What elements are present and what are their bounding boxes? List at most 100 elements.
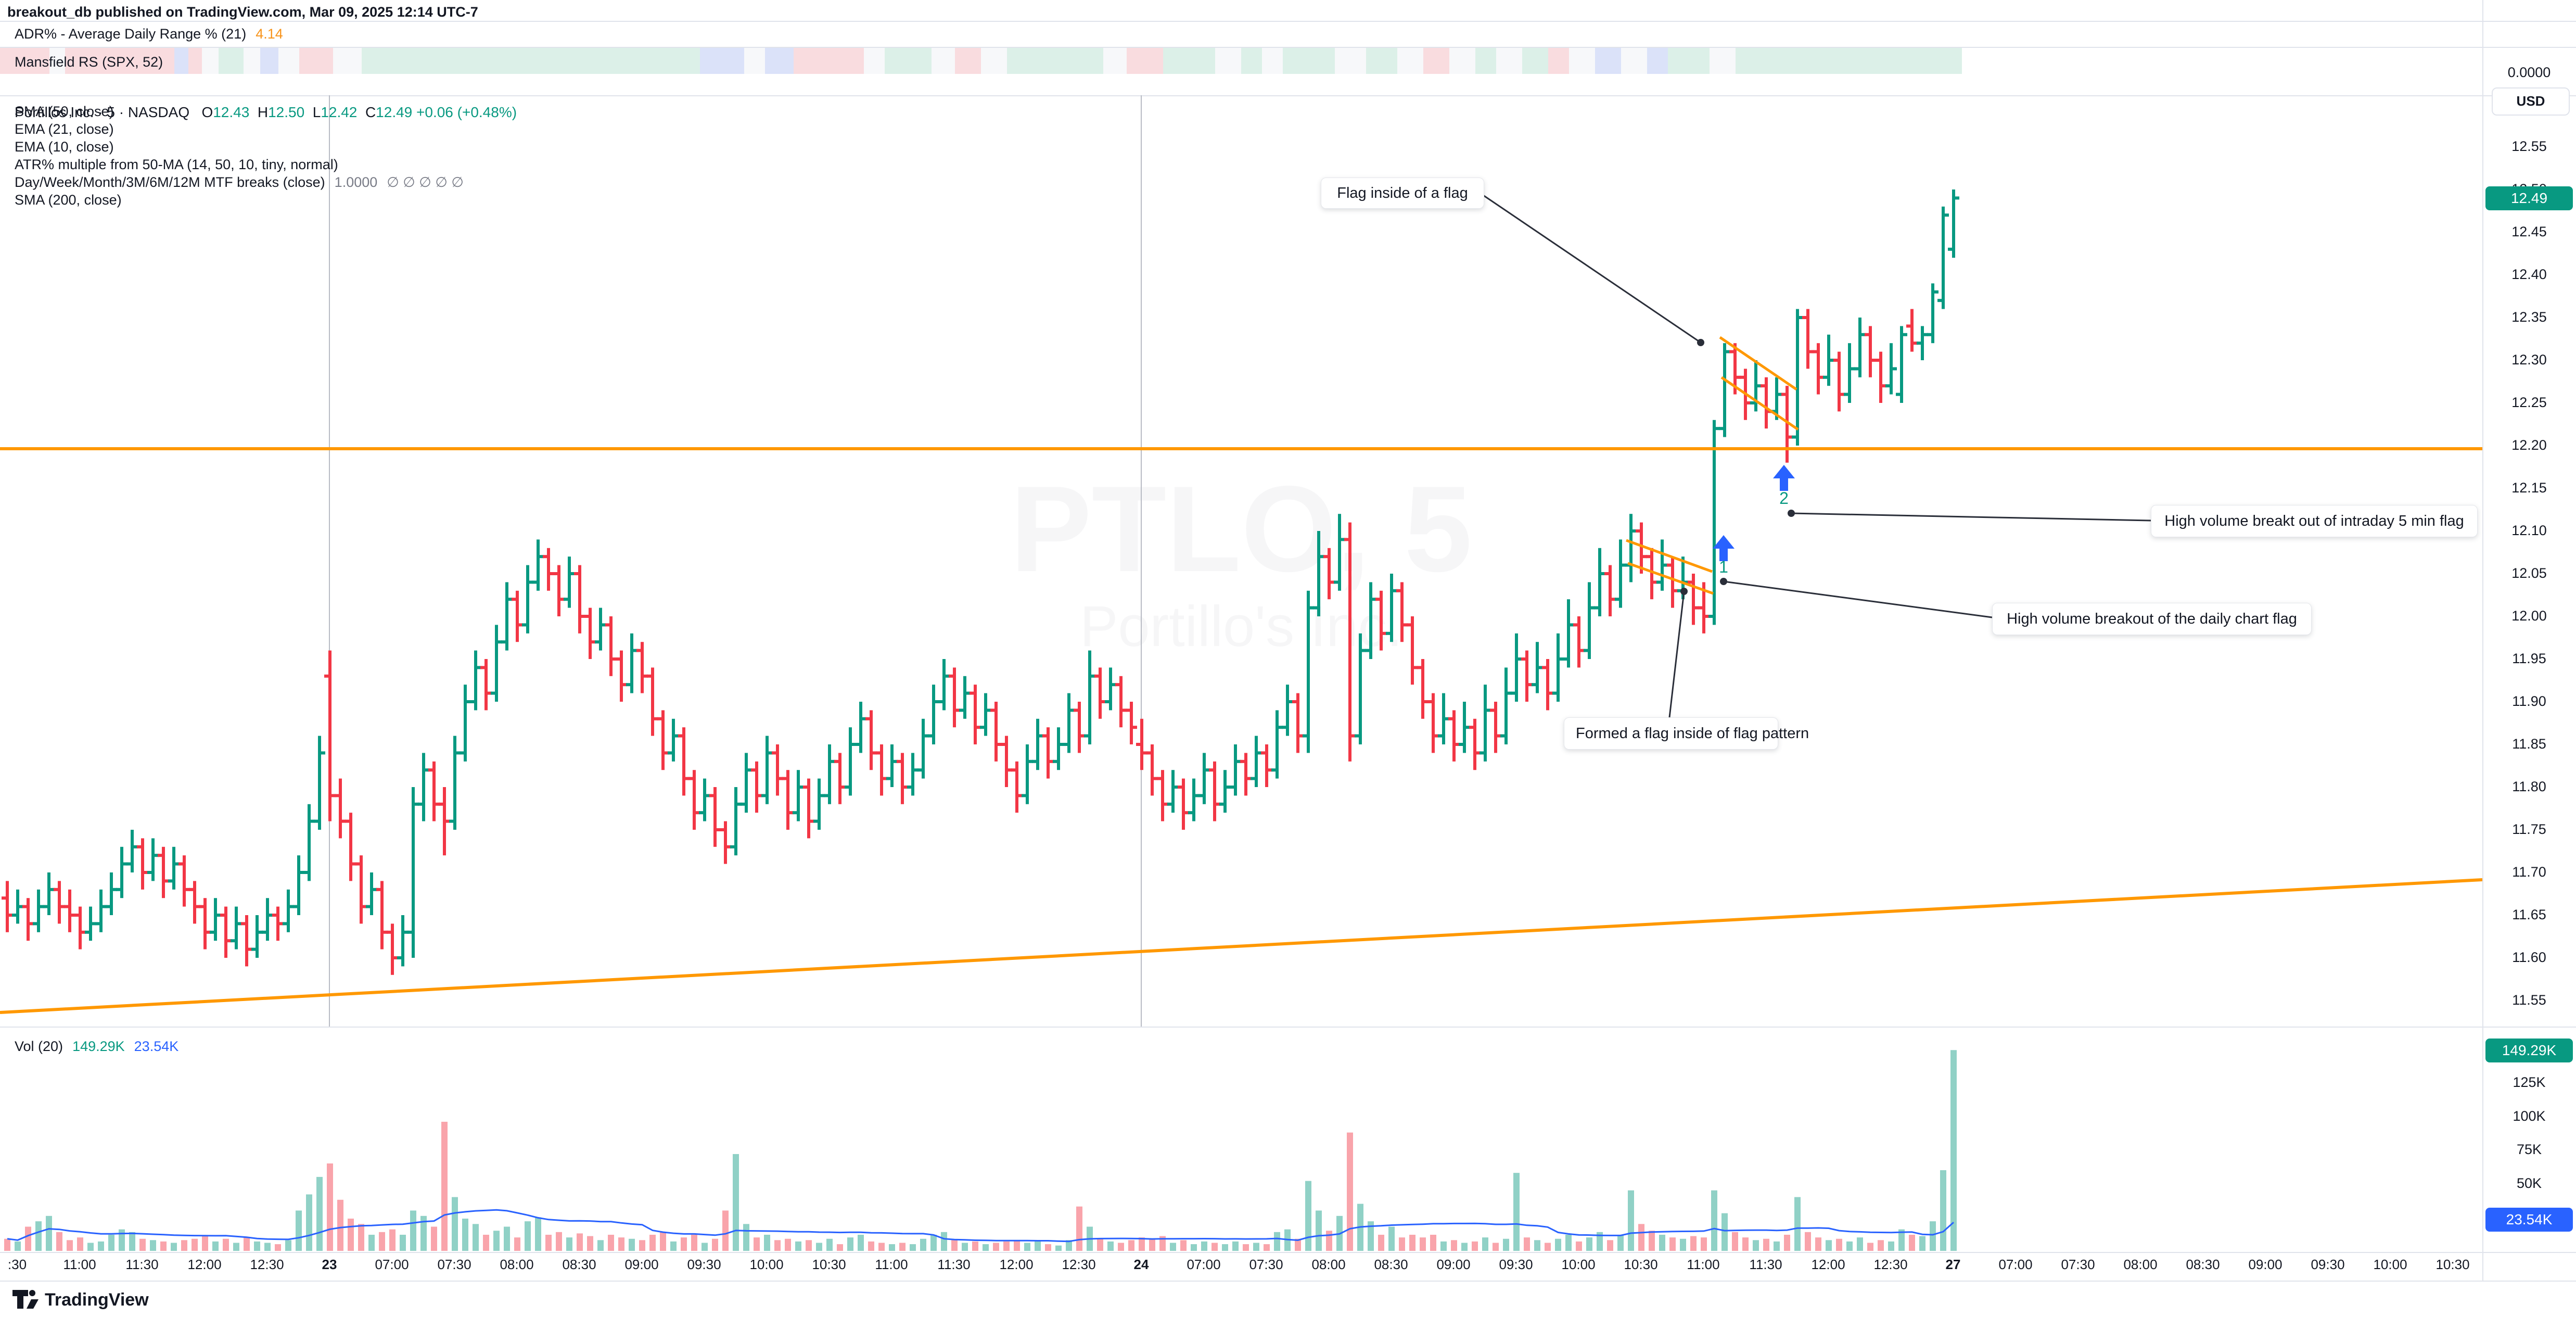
ohlc-bar — [443, 787, 446, 856]
ohlc-open-tick — [137, 845, 141, 849]
volume-bar — [785, 1238, 791, 1251]
indicator-row[interactable]: ATR% multiple from 50-MA (14, 50, 10, ti… — [15, 156, 464, 173]
ohlc-close-tick — [1695, 606, 1699, 610]
flag-channel-upper-line[interactable] — [1719, 336, 1797, 391]
volume-bar — [1201, 1241, 1207, 1251]
volume-bar — [629, 1238, 635, 1251]
annotation-box[interactable]: Flag inside of a flag — [1321, 178, 1484, 209]
ohlc-bar — [1692, 574, 1695, 625]
ohlc-open-tick — [324, 674, 328, 678]
ohlc-bar — [1442, 693, 1445, 744]
last-price-badge: 12.49 — [2485, 186, 2573, 210]
indicator-row[interactable]: EMA (21, close) — [15, 120, 464, 138]
ohlc-close-tick — [30, 922, 34, 926]
tradingview-brand[interactable]: TradingView — [45, 1290, 149, 1310]
flag-channel-lower-line[interactable] — [1627, 562, 1714, 595]
symbol-legend-row[interactable]: Portillos Inc. · 5 · NASDAQ O12.43 H12.5… — [15, 104, 517, 121]
volume-bar — [1295, 1238, 1301, 1251]
ohlc-open-tick — [1802, 316, 1806, 319]
ohlc-bar — [1005, 736, 1008, 787]
volume-bar — [1274, 1232, 1280, 1251]
time-axis-label: 10:00 — [2373, 1257, 2407, 1272]
ohlc-bar — [203, 898, 207, 949]
ohlc-close-tick — [904, 786, 908, 789]
indicator-row[interactable]: SMA (50, close) — [15, 103, 464, 120]
price-axis-label: 12.25 — [2511, 395, 2547, 410]
ohlc-open-tick — [74, 914, 79, 917]
ohlc-open-tick — [980, 726, 984, 729]
ohlc-bar — [1338, 514, 1341, 591]
mansfield-indicator-row[interactable]: Mansfield RS (SPX, 52) — [15, 54, 163, 70]
ohlc-close-tick — [883, 777, 887, 780]
annotation-box[interactable]: Formed a flag inside of flag pattern — [1564, 717, 1809, 750]
ohlc-bar — [401, 915, 404, 967]
mansfield-rs-segment — [1647, 48, 1668, 74]
ohlc-open-tick — [1042, 734, 1047, 738]
volume-bar — [296, 1210, 302, 1251]
ohlc-open-tick — [1542, 666, 1546, 669]
symbol-sep: · — [98, 104, 107, 120]
ohlc-close-tick — [1914, 341, 1918, 345]
indicator-row[interactable]: Day/Week/Month/3M/6M/12M MTF breaks (clo… — [15, 173, 464, 191]
ohlc-open-tick — [1230, 786, 1234, 789]
ohlc-open-tick — [95, 922, 99, 926]
volume-bar — [108, 1234, 114, 1251]
flag-channel-lower-line[interactable] — [1720, 376, 1799, 431]
adr-indicator-row[interactable]: ADR% - Average Daily Range % (21) 4.14 — [15, 26, 283, 42]
ohlc-open-tick — [1209, 768, 1213, 772]
volume-bar — [1940, 1170, 1946, 1251]
annotation-box[interactable]: High volume breakout of the daily chart … — [1992, 603, 2312, 635]
volume-bar — [1107, 1241, 1114, 1251]
volume-bar — [1159, 1236, 1166, 1251]
ohlc-close-tick — [665, 751, 669, 755]
ohlc-close-tick — [1268, 768, 1272, 772]
indicator-row[interactable]: SMA (200, close) — [15, 191, 464, 209]
ohlc-close-tick — [1705, 615, 1710, 618]
volume-axis-label: 50K — [2516, 1175, 2542, 1191]
price-axis-border — [2482, 0, 2483, 1281]
volume-bar — [337, 1199, 343, 1251]
pane-separator — [0, 1281, 2576, 1282]
price-axis-label: 11.60 — [2512, 949, 2546, 965]
ohlc-open-tick — [1677, 589, 1681, 592]
volume-bar — [306, 1194, 312, 1251]
ohlc-bar — [1879, 351, 1882, 403]
volume-bar — [1763, 1238, 1769, 1251]
volume-bar — [868, 1241, 874, 1251]
volume-bar — [1399, 1237, 1405, 1251]
ohlc-open-tick — [1011, 768, 1015, 772]
ohlc-open-tick — [699, 811, 703, 815]
time-axis-label: 07:30 — [437, 1257, 471, 1272]
volume-bar — [1628, 1190, 1634, 1251]
volume-bar — [1878, 1240, 1884, 1251]
time-axis-label: 10:30 — [812, 1257, 846, 1272]
price-axis-label: 11.80 — [2512, 779, 2546, 794]
pane-separator — [0, 21, 2576, 22]
mansfield-rs-segment — [1262, 48, 1283, 74]
ohlc-bar — [412, 787, 415, 958]
ohlc-bar — [724, 821, 727, 864]
volume-bar — [285, 1240, 291, 1251]
ohlc-bar — [1276, 710, 1279, 779]
ohlc-close-tick — [1258, 751, 1262, 755]
time-axis-label: 07:00 — [1187, 1257, 1221, 1272]
indicator-row[interactable]: EMA (10, close) — [15, 138, 464, 156]
tradingview-logo-icon[interactable] — [11, 1287, 43, 1314]
volume-indicator-row[interactable]: Vol (20) 149.29K 23.54K — [15, 1039, 178, 1055]
ohlc-bar — [120, 846, 123, 898]
ohlc-open-tick — [647, 674, 651, 678]
breakout-arrow-icon[interactable] — [1773, 465, 1795, 491]
volume-bar — [493, 1231, 500, 1251]
annotation-box[interactable]: High volume breakt out of intraday 5 min… — [2151, 505, 2478, 537]
ohlc-close-tick — [61, 905, 65, 908]
breakout-arrow-icon[interactable] — [1713, 535, 1735, 561]
ohlc-open-tick — [1261, 751, 1265, 755]
volume-bar — [192, 1238, 198, 1251]
ohlc-close-tick — [602, 623, 606, 627]
rising-trendline[interactable] — [0, 878, 2482, 1014]
currency-button[interactable]: USD — [2492, 87, 2570, 116]
ohlc-bar — [1099, 667, 1102, 719]
ohlc-bar — [47, 872, 50, 915]
flag-channel-upper-line[interactable] — [1626, 539, 1713, 573]
ohlc-bar — [151, 838, 155, 881]
